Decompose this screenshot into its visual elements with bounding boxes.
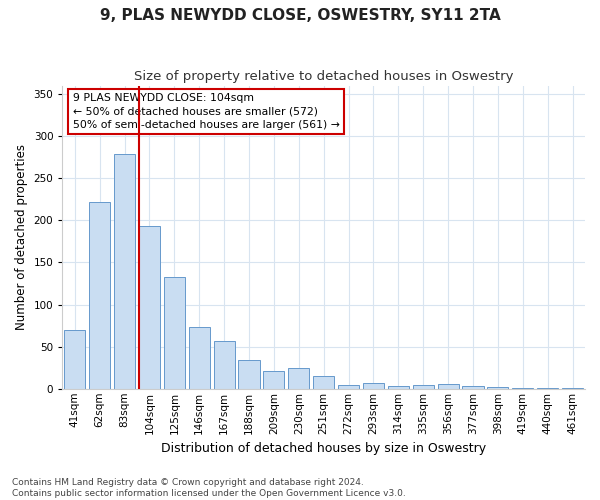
Bar bbox=[139, 226, 160, 389]
Bar bbox=[338, 384, 359, 389]
Bar bbox=[263, 371, 284, 389]
Bar bbox=[437, 384, 458, 389]
Title: Size of property relative to detached houses in Oswestry: Size of property relative to detached ho… bbox=[134, 70, 514, 83]
X-axis label: Distribution of detached houses by size in Oswestry: Distribution of detached houses by size … bbox=[161, 442, 486, 455]
Bar bbox=[164, 276, 185, 389]
Bar bbox=[562, 388, 583, 389]
Text: 9, PLAS NEWYDD CLOSE, OSWESTRY, SY11 2TA: 9, PLAS NEWYDD CLOSE, OSWESTRY, SY11 2TA bbox=[100, 8, 500, 22]
Bar bbox=[463, 386, 484, 389]
Bar bbox=[313, 376, 334, 389]
Bar bbox=[114, 154, 135, 389]
Text: Contains HM Land Registry data © Crown copyright and database right 2024.
Contai: Contains HM Land Registry data © Crown c… bbox=[12, 478, 406, 498]
Bar bbox=[413, 386, 434, 389]
Bar bbox=[238, 360, 260, 389]
Bar bbox=[89, 202, 110, 389]
Bar bbox=[487, 387, 508, 389]
Bar bbox=[214, 341, 235, 389]
Bar bbox=[388, 386, 409, 389]
Bar bbox=[537, 388, 558, 389]
Bar bbox=[363, 383, 384, 389]
Bar bbox=[512, 388, 533, 389]
Bar bbox=[288, 368, 310, 389]
Text: 9 PLAS NEWYDD CLOSE: 104sqm
← 50% of detached houses are smaller (572)
50% of se: 9 PLAS NEWYDD CLOSE: 104sqm ← 50% of det… bbox=[73, 93, 340, 130]
Bar bbox=[188, 328, 210, 389]
Y-axis label: Number of detached properties: Number of detached properties bbox=[15, 144, 28, 330]
Bar bbox=[64, 330, 85, 389]
